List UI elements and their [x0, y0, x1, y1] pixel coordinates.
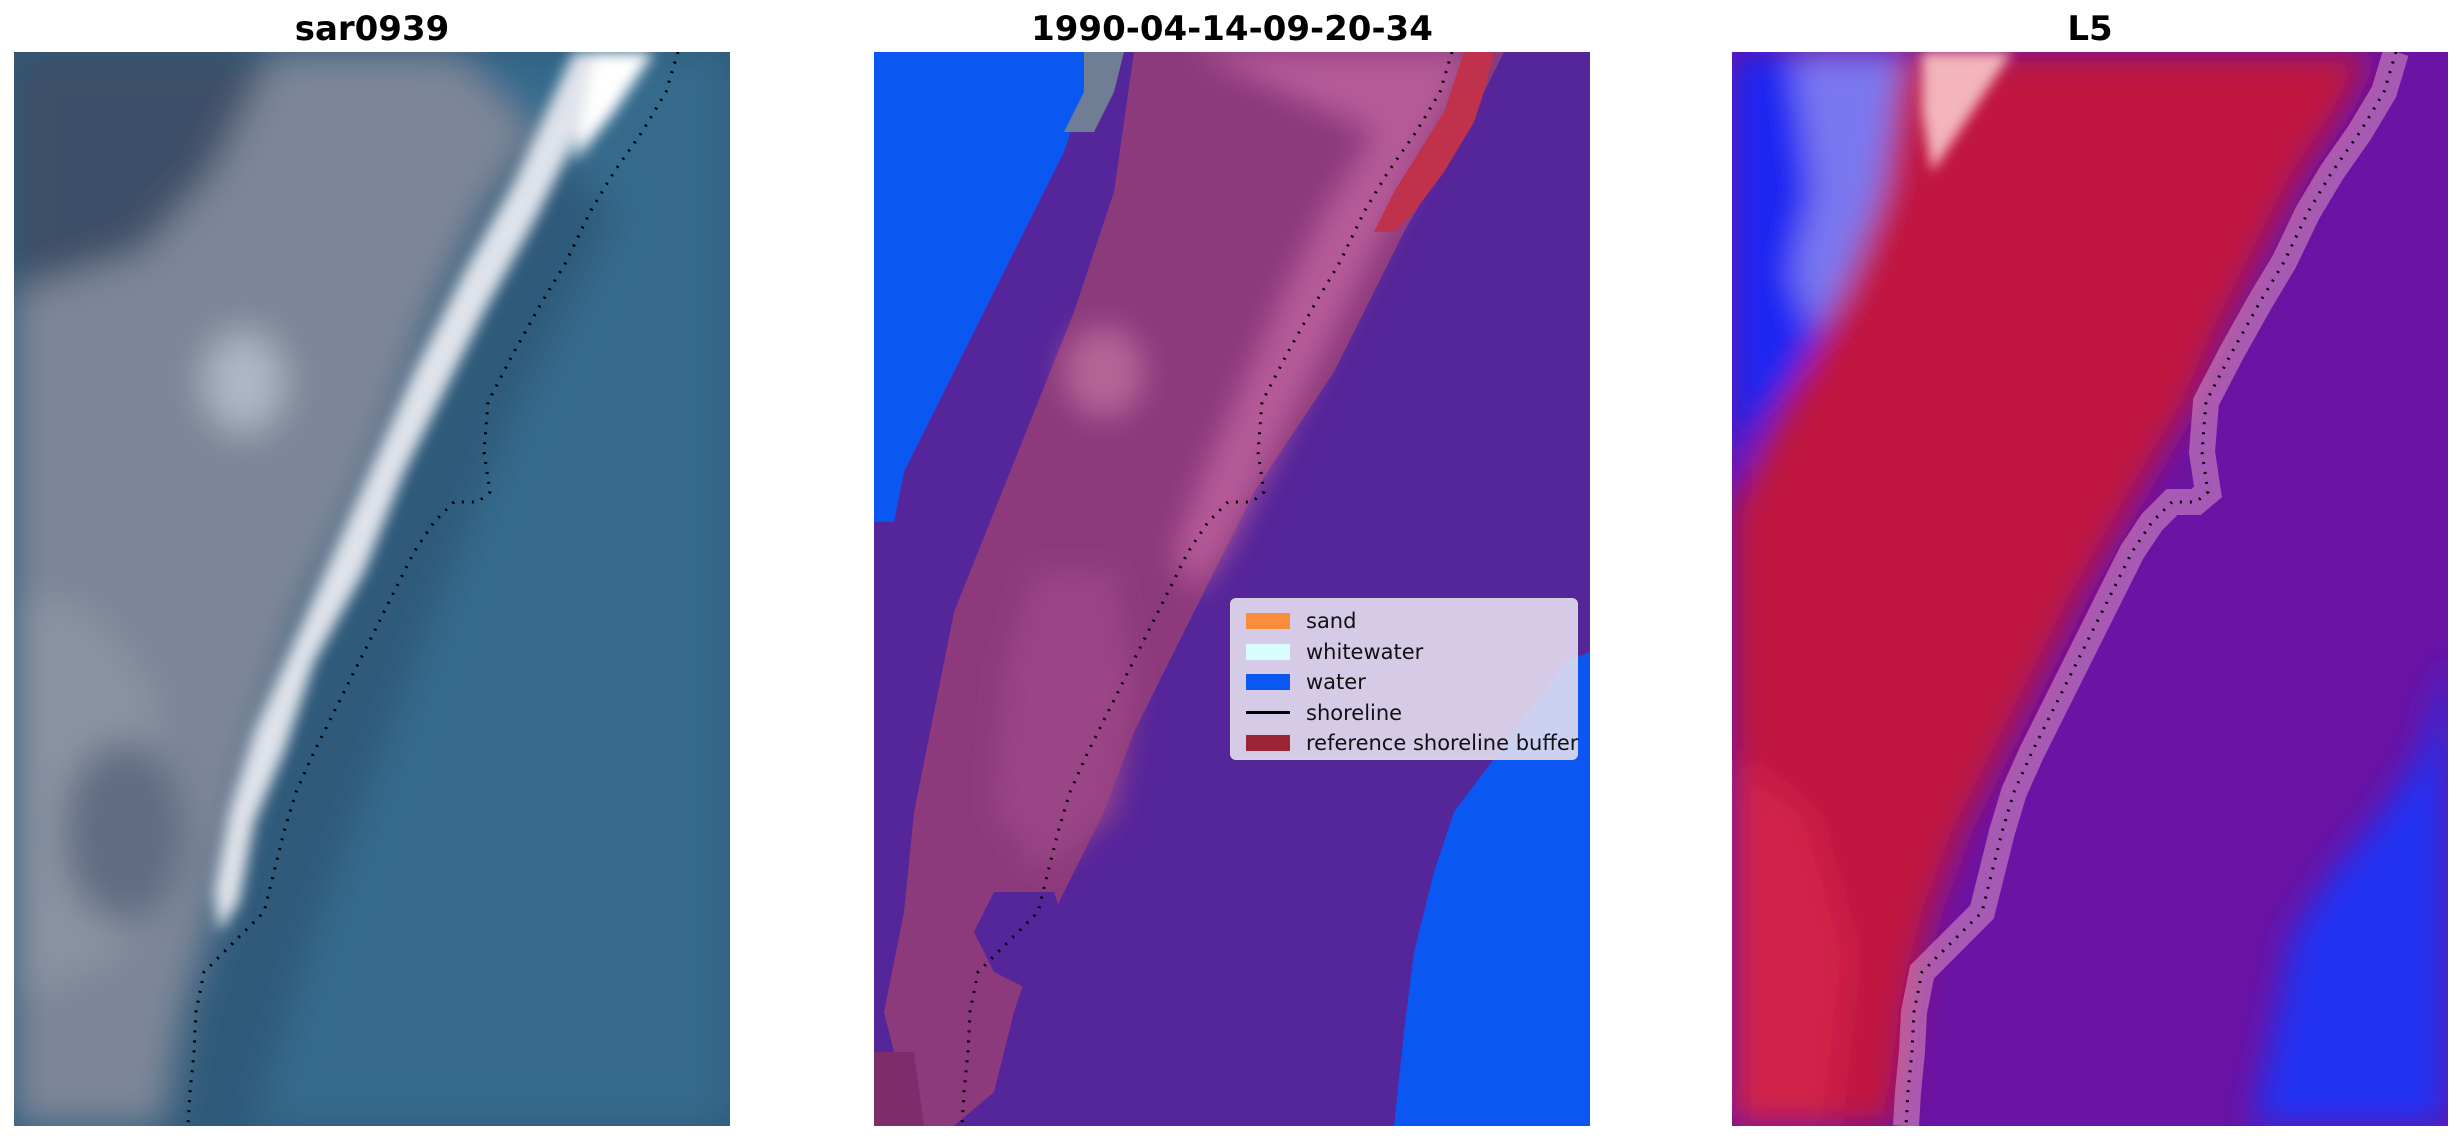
legend-label: water [1306, 670, 1366, 695]
panel-title-1: sar0939 [294, 9, 450, 49]
legend-item-water: water [1240, 667, 1568, 698]
legend-swatch-reference-shoreline-buffer [1246, 735, 1290, 752]
legend-line-shoreline [1246, 711, 1290, 715]
rgb-image [14, 52, 730, 1126]
legend-label: whitewater [1306, 639, 1424, 664]
legend-item-whitewater: whitewater [1240, 637, 1568, 668]
panel-title-3: L5 [2067, 9, 2113, 49]
legend-label: shoreline [1306, 700, 1403, 725]
index-image [1732, 52, 2448, 1126]
legend-item-reference-shoreline-buffer: reference shoreline buffer [1240, 728, 1578, 759]
legend-swatch-water [1246, 674, 1290, 691]
classified-image-panel [874, 52, 1590, 1126]
legend-swatch-sand [1246, 613, 1290, 630]
index-image-panel [1732, 52, 2448, 1126]
legend-label: reference shoreline buffer [1306, 731, 1579, 756]
rgb-image-panel [14, 52, 730, 1126]
legend-label: sand [1306, 609, 1357, 634]
classified-image [874, 52, 1590, 1126]
legend-item-shoreline: shoreline [1240, 698, 1568, 729]
legend-swatch-whitewater [1246, 643, 1290, 660]
legend-item-sand: sand [1240, 606, 1568, 637]
legend: sand whitewater water shoreline referenc… [1230, 598, 1578, 760]
panel-title-2: 1990-04-14-09-20-34 [1031, 9, 1433, 49]
